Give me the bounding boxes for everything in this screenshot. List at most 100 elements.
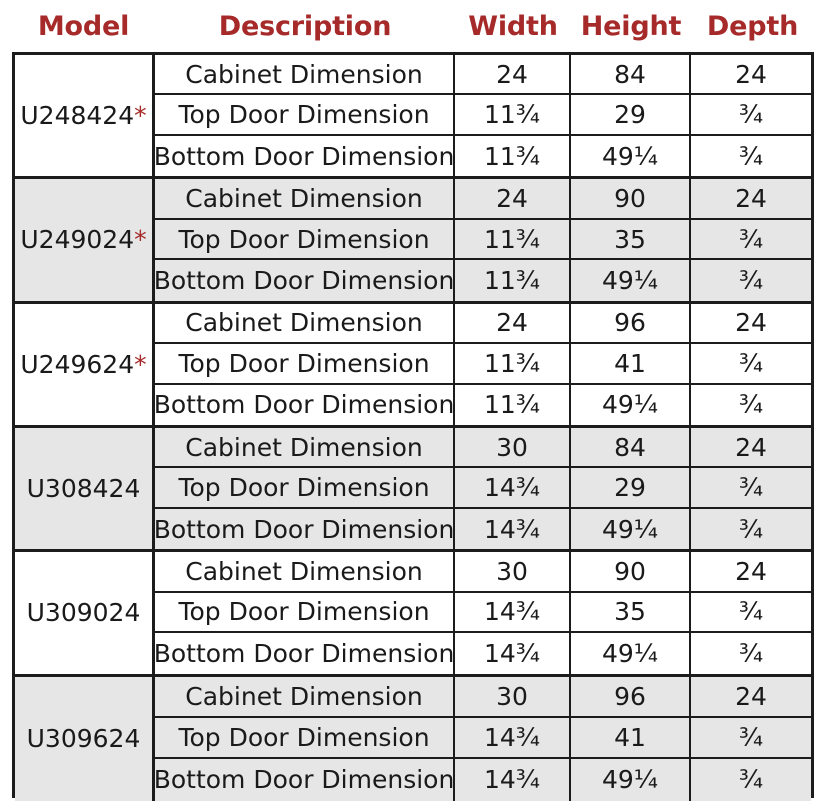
model-group: U309024 Cabinet Dimension 30 90 24 Top Door D… xyxy=(15,552,811,677)
cell-description: Top Door Dimension xyxy=(155,344,455,383)
column-header-model: Model xyxy=(37,10,130,42)
cell-width: 14¾ xyxy=(455,508,571,550)
table-row: Top Door Dimension 11¾ 29 ¾ xyxy=(155,95,811,136)
dimension-rows: Cabinet Dimension 30 84 24 Top Door Dimensio… xyxy=(154,427,811,550)
model-cell: U249024 * xyxy=(15,179,155,301)
cell-width: 14¾ xyxy=(455,468,571,507)
cell-height: 90 xyxy=(571,552,691,591)
cell-depth: 24 xyxy=(735,432,767,462)
table-row: Top Door Dimension 14¾ 41 ¾ xyxy=(155,717,811,760)
cell-height: 49¼ xyxy=(571,508,691,550)
cell-description: Cabinet Dimension xyxy=(155,676,455,716)
column-header-height: Height xyxy=(580,10,682,42)
dimension-rows: Cabinet Dimension 24 90 24 Top Door Dimensio… xyxy=(154,179,811,301)
cell-width: 14¾ xyxy=(455,633,571,674)
cell-description: Top Door Dimension xyxy=(155,717,455,758)
cell-width: 11¾ xyxy=(455,260,571,301)
cell-depth: ¾ xyxy=(738,514,764,544)
cell-width: 30 xyxy=(455,427,571,467)
cell-height: 29 xyxy=(571,468,691,507)
cell-description: Top Door Dimension xyxy=(155,592,455,632)
cell-description: Bottom Door Dimension xyxy=(154,260,455,301)
cell-depth: ¾ xyxy=(738,100,764,130)
model-number: U309624 xyxy=(26,724,141,754)
cell-depth: 24 xyxy=(735,308,767,338)
column-header-description: Description xyxy=(218,10,392,42)
table-body: U248424 * Cabinet Dimension 24 84 24 Top Door … xyxy=(12,52,814,801)
cell-width: 24 xyxy=(455,303,571,343)
cell-depth: 24 xyxy=(735,59,767,89)
dimension-rows: Cabinet Dimension 30 96 24 Top Door Dimensio… xyxy=(154,676,811,801)
model-number: U249024 xyxy=(20,225,135,255)
cell-height: 41 xyxy=(571,344,691,383)
table-row: Bottom Door Dimension 14¾ 49¼ ¾ xyxy=(154,508,811,550)
cell-width: 30 xyxy=(455,676,571,716)
cell-description: Bottom Door Dimension xyxy=(154,633,455,674)
cell-description: Cabinet Dimension xyxy=(155,303,455,343)
cell-height: 29 xyxy=(571,95,691,134)
cell-width: 11¾ xyxy=(455,95,571,134)
cell-height: 35 xyxy=(571,219,691,259)
cell-width: 14¾ xyxy=(455,759,571,801)
cell-height: 96 xyxy=(571,676,691,716)
cell-depth: ¾ xyxy=(738,765,764,795)
table-row: Cabinet Dimension 24 96 24 xyxy=(155,303,811,345)
model-number: U249624 xyxy=(20,349,135,379)
dimension-rows: Cabinet Dimension 24 96 24 Top Door Dimensio… xyxy=(154,303,811,425)
cell-height: 41 xyxy=(571,717,691,758)
cell-width: 24 xyxy=(455,179,571,218)
model-cell: U309624 xyxy=(15,676,155,801)
table-row: Cabinet Dimension 30 84 24 xyxy=(155,427,811,469)
cell-description: Cabinet Dimension xyxy=(155,552,455,591)
table-header-row: Model Description Width Height Depth xyxy=(12,0,814,52)
cell-depth: ¾ xyxy=(738,473,764,503)
table-row: Top Door Dimension 14¾ 29 ¾ xyxy=(155,468,811,509)
table-row: Top Door Dimension 14¾ 35 ¾ xyxy=(155,592,811,634)
table-row: Top Door Dimension 11¾ 35 ¾ xyxy=(155,219,811,261)
model-cell: U308424 xyxy=(15,427,155,550)
cell-width: 14¾ xyxy=(455,717,571,758)
cell-width: 11¾ xyxy=(455,384,571,425)
cell-height: 49¼ xyxy=(571,633,691,674)
model-group: U308424 Cabinet Dimension 30 84 24 Top Door D… xyxy=(15,427,811,553)
table-row: Cabinet Dimension 24 84 24 xyxy=(155,55,811,96)
cell-description: Cabinet Dimension xyxy=(155,55,455,94)
cell-description: Bottom Door Dimension xyxy=(154,508,455,550)
cell-description: Cabinet Dimension xyxy=(155,427,455,467)
cell-height: 49¼ xyxy=(571,260,691,301)
table-row: Bottom Door Dimension 14¾ 49¼ ¾ xyxy=(154,633,811,674)
cell-height: 49¼ xyxy=(571,135,691,177)
footnote-asterisk: * xyxy=(134,225,147,255)
table-row: Bottom Door Dimension 11¾ 49¼ ¾ xyxy=(154,135,811,177)
dimension-rows: Cabinet Dimension 30 90 24 Top Door Dimensio… xyxy=(154,552,811,674)
table-row: Bottom Door Dimension 11¾ 49¼ ¾ xyxy=(154,384,811,425)
model-number: U308424 xyxy=(26,474,141,504)
cell-width: 30 xyxy=(455,552,571,591)
model-cell: U248424 * xyxy=(15,55,155,177)
cell-width: 14¾ xyxy=(455,592,571,632)
cell-width: 24 xyxy=(455,55,571,94)
dimension-rows: Cabinet Dimension 24 84 24 Top Door Dimensio… xyxy=(154,55,811,177)
cell-depth: 24 xyxy=(735,557,767,587)
table-row: Cabinet Dimension 24 90 24 xyxy=(155,179,811,220)
cell-depth: ¾ xyxy=(738,265,764,295)
model-number: U309024 xyxy=(26,598,141,628)
cell-height: 35 xyxy=(571,592,691,632)
model-group: U248424 * Cabinet Dimension 24 84 24 Top Door … xyxy=(15,55,811,180)
cell-depth: ¾ xyxy=(738,390,764,420)
model-cell: U249624 * xyxy=(15,303,155,425)
cell-depth: 24 xyxy=(735,681,767,711)
model-group: U309624 Cabinet Dimension 30 96 24 Top Door D… xyxy=(15,676,811,801)
cell-height: 84 xyxy=(571,55,691,94)
cell-description: Top Door Dimension xyxy=(155,468,455,507)
cell-description: Bottom Door Dimension xyxy=(154,135,455,177)
cell-description: Bottom Door Dimension xyxy=(154,759,455,801)
table-row: Cabinet Dimension 30 96 24 xyxy=(155,676,811,718)
cell-depth: ¾ xyxy=(738,638,764,668)
table-row: Bottom Door Dimension 11¾ 49¼ ¾ xyxy=(154,260,811,301)
cell-width: 11¾ xyxy=(455,344,571,383)
cell-depth: 24 xyxy=(735,184,767,214)
column-header-width: Width xyxy=(468,10,558,42)
cell-width: 11¾ xyxy=(455,219,571,259)
